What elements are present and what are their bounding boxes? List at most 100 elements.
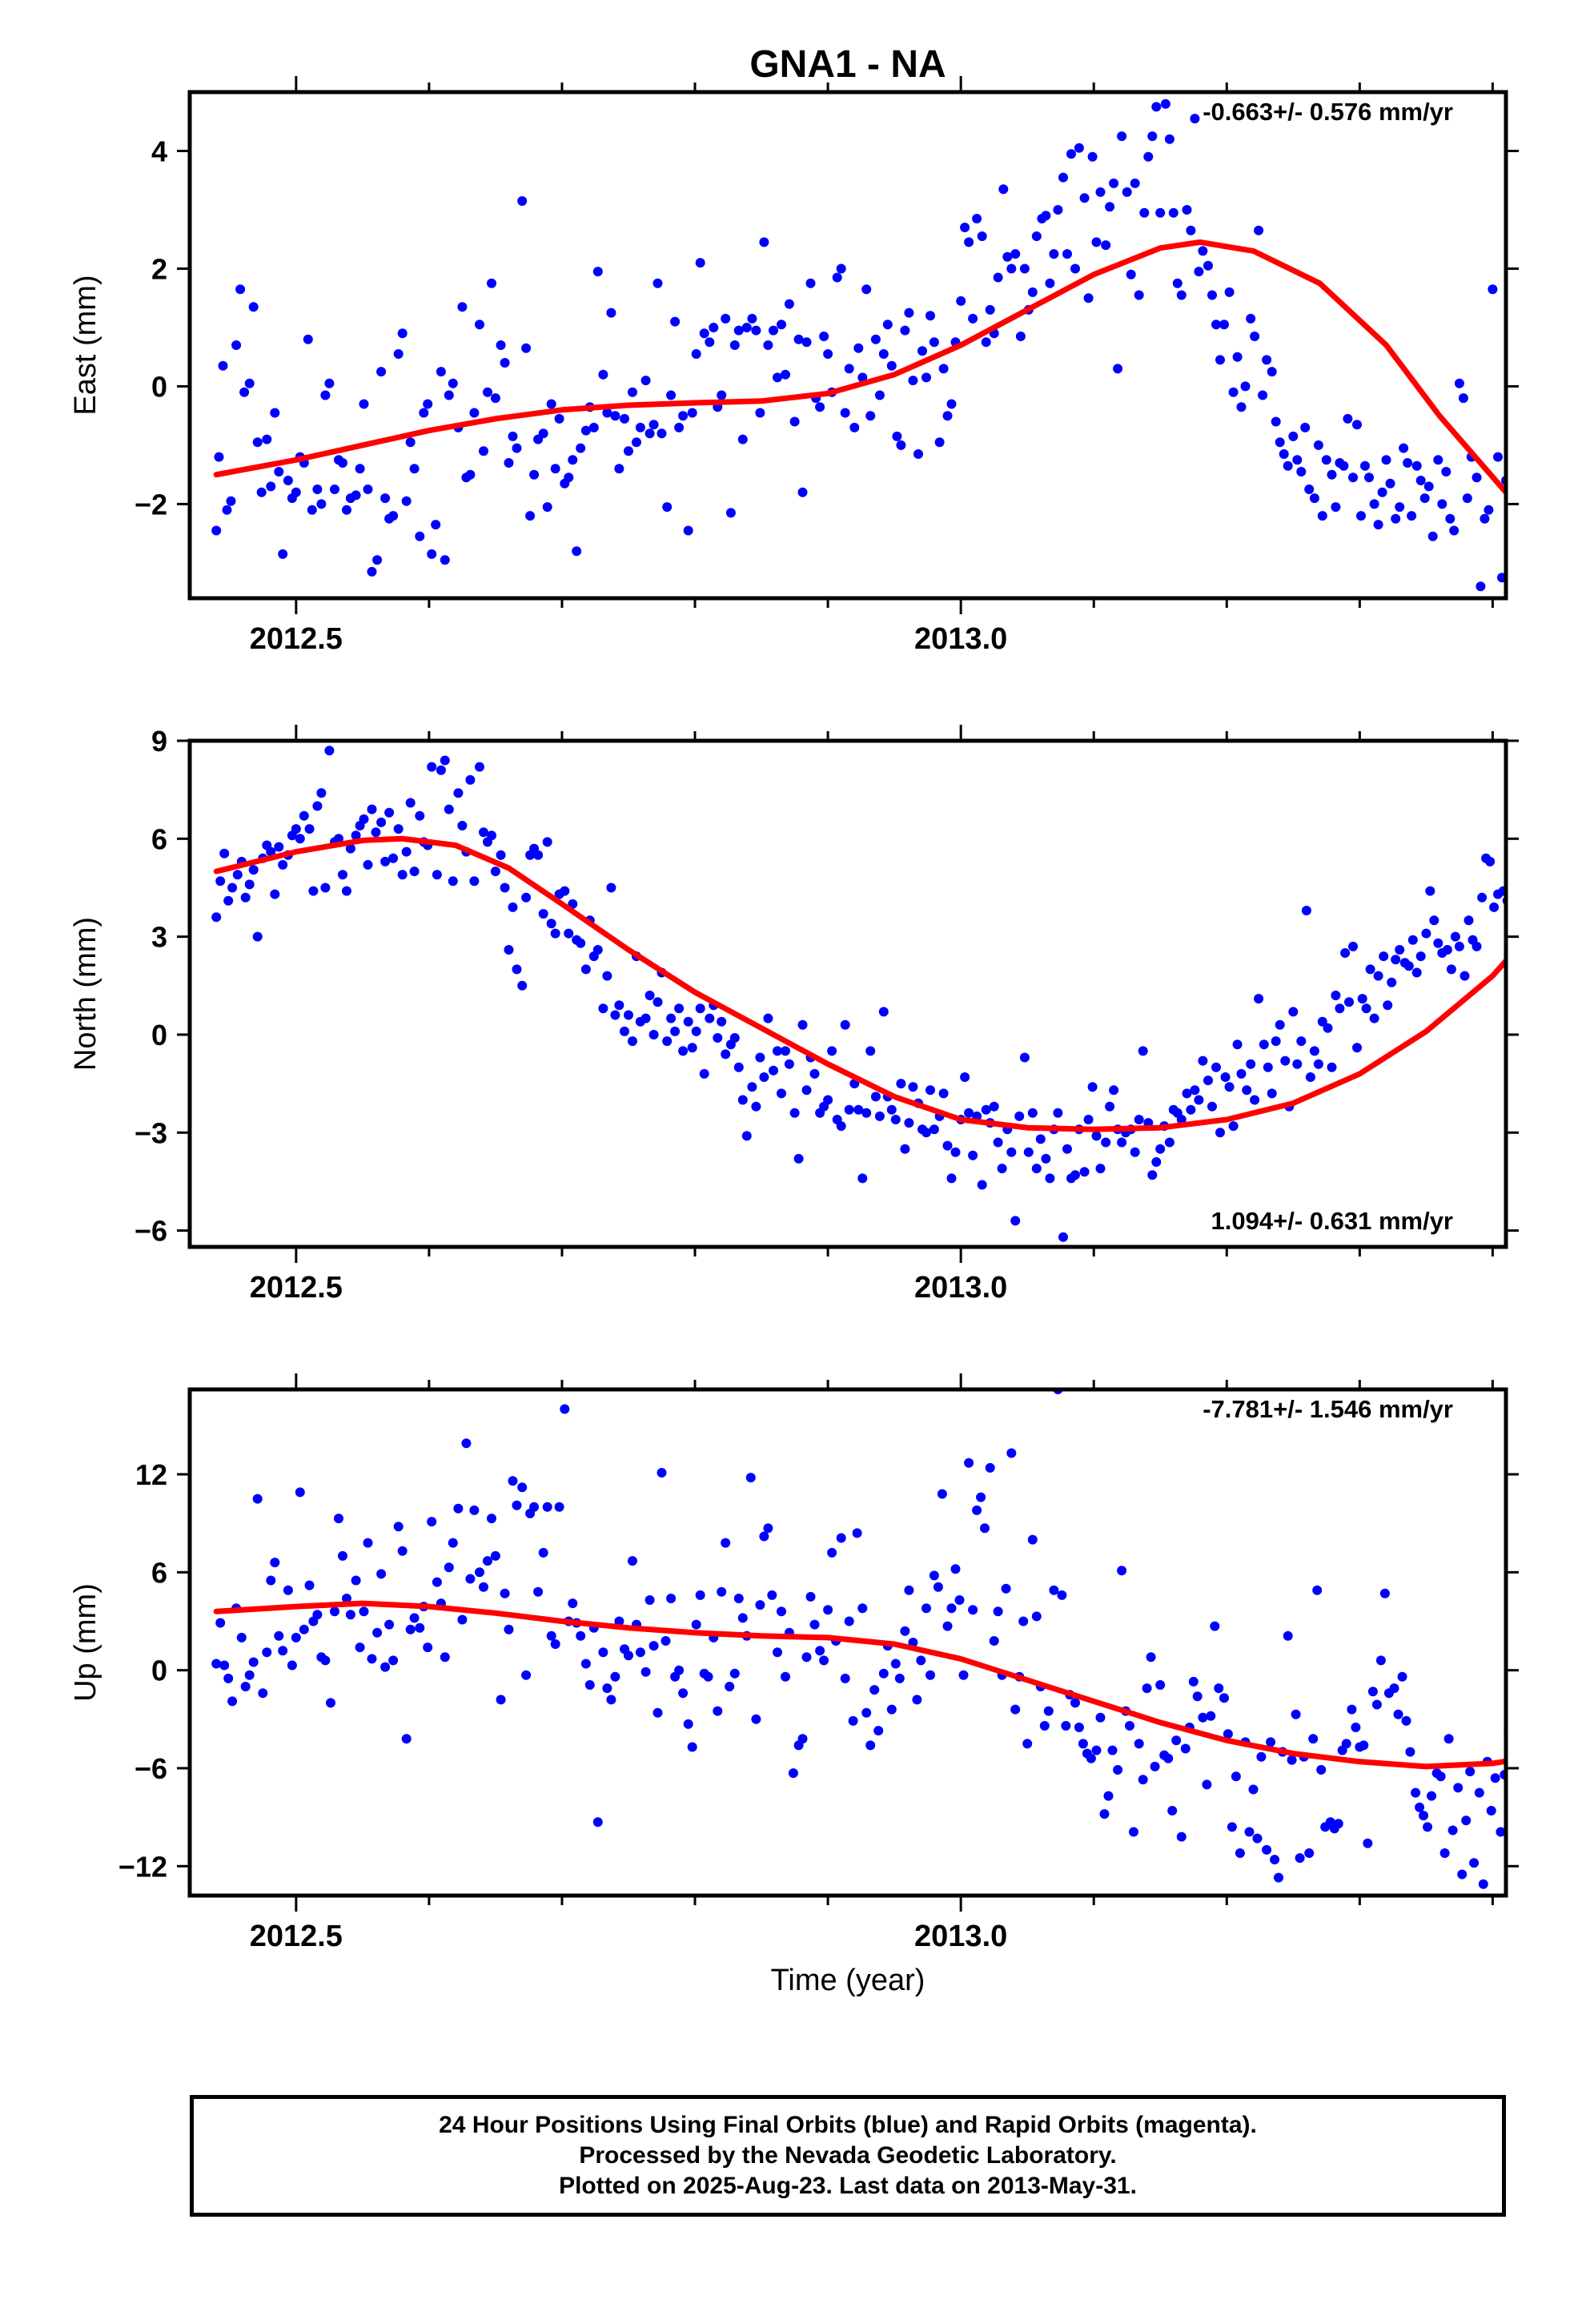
north-data-point <box>504 945 514 955</box>
up-data-point <box>236 1632 247 1642</box>
up-data-point <box>1465 1767 1476 1777</box>
up-data-point <box>592 1817 603 1827</box>
north-data-point <box>295 834 305 844</box>
north-data-point <box>1254 994 1264 1004</box>
up-data-point <box>448 1538 458 1548</box>
north-data-point <box>737 1095 748 1105</box>
up-y-tick-label: 0 <box>151 1655 167 1687</box>
up-data-point <box>351 1575 361 1586</box>
up-data-point <box>1202 1779 1212 1790</box>
north-data-point <box>1411 967 1422 978</box>
east-data-point <box>409 464 420 474</box>
east-data-point <box>1267 367 1277 377</box>
up-data-point <box>695 1590 705 1600</box>
east-data-point <box>1070 263 1080 274</box>
east-data-point <box>784 299 794 309</box>
east-data-point <box>1228 387 1239 397</box>
east-data-point <box>789 416 800 427</box>
up-data-point <box>733 1594 744 1603</box>
north-data-point <box>1511 879 1520 889</box>
up-data-point <box>287 1660 297 1671</box>
east-data-point <box>900 325 910 336</box>
east-data-point <box>1091 237 1102 247</box>
chart-title: GNA1 - NA <box>749 43 946 86</box>
up-data-point <box>538 1547 548 1558</box>
east-data-point <box>733 325 744 336</box>
east-data-point <box>393 349 404 359</box>
north-data-point <box>1361 1003 1371 1014</box>
east-data-point <box>652 278 663 288</box>
east-data-point <box>479 446 488 456</box>
north-data-point <box>580 964 591 975</box>
north-data-point <box>1041 1153 1051 1164</box>
up-data-point <box>1163 1753 1174 1763</box>
up-data-point <box>946 1603 957 1614</box>
north-data-point <box>380 856 391 866</box>
north-data-point <box>278 859 288 870</box>
up-data-point <box>359 1606 369 1617</box>
north-data-point <box>797 1019 808 1030</box>
up-data-point <box>781 1671 790 1682</box>
north-data-point <box>1433 938 1443 948</box>
east-data-point <box>934 437 945 448</box>
east-data-point <box>262 434 272 444</box>
east-data-point <box>1002 251 1013 262</box>
east-data-point <box>1523 505 1532 515</box>
up-data-point <box>461 1438 472 1449</box>
up-data-point <box>717 1586 727 1597</box>
up-data-point <box>1564 1584 1573 1594</box>
north-data-point <box>624 1010 633 1020</box>
north-data-point <box>968 1150 978 1160</box>
east-data-point <box>1497 573 1506 583</box>
east-data-point <box>1331 502 1341 513</box>
north-data-point <box>291 824 301 834</box>
east-data-point <box>1113 364 1123 374</box>
east-data-point <box>372 555 383 565</box>
north-data-point <box>244 879 255 890</box>
north-data-point <box>960 1072 970 1082</box>
up-data-point <box>1447 1825 1458 1835</box>
north-data-point <box>1236 1068 1247 1079</box>
north-data-point <box>993 1137 1003 1148</box>
north-data-point <box>1259 1039 1269 1050</box>
east-data-point <box>1083 293 1094 304</box>
up-data-point <box>759 1531 769 1542</box>
east-data-point <box>572 546 582 557</box>
east-data-point <box>1109 178 1119 188</box>
up-data-point <box>1091 1745 1102 1755</box>
east-data-point <box>644 428 655 439</box>
north-data-point <box>1117 1137 1127 1148</box>
north-data-point <box>219 848 230 858</box>
east-data-point <box>614 464 624 474</box>
up-data-point <box>1560 1642 1569 1652</box>
north-data-point <box>1442 945 1452 955</box>
east-data-point <box>1304 485 1315 494</box>
north-data-point <box>823 1095 833 1105</box>
east-data-point <box>1155 207 1166 218</box>
east-data-point <box>440 555 450 565</box>
east-data-point <box>1062 249 1072 259</box>
east-data-point <box>705 337 715 348</box>
up-data-point <box>1435 1771 1446 1782</box>
east-data-point <box>1027 287 1038 297</box>
east-data-point <box>844 364 854 374</box>
up-data-point <box>550 1639 560 1649</box>
north-data-point <box>844 1104 854 1115</box>
east-data-point <box>632 437 641 448</box>
up-data-point <box>1283 1630 1293 1641</box>
north-data-point <box>359 814 369 824</box>
east-y-axis-label: East (mm) <box>69 275 102 415</box>
up-data-point <box>345 1610 355 1620</box>
up-data-point <box>355 1642 365 1653</box>
up-data-point <box>326 1698 335 1708</box>
up-data-point <box>1103 1791 1114 1801</box>
north-data-point <box>1211 1062 1221 1072</box>
north-x-tick-label: 2012.5 <box>250 1271 343 1305</box>
north-data-point <box>432 870 442 880</box>
east-data-point <box>1095 187 1106 197</box>
up-data-point <box>475 1567 484 1578</box>
east-data-point <box>1250 332 1260 341</box>
up-data-point <box>363 1538 373 1548</box>
north-data-point <box>304 824 315 834</box>
up-data-point <box>886 1704 897 1715</box>
